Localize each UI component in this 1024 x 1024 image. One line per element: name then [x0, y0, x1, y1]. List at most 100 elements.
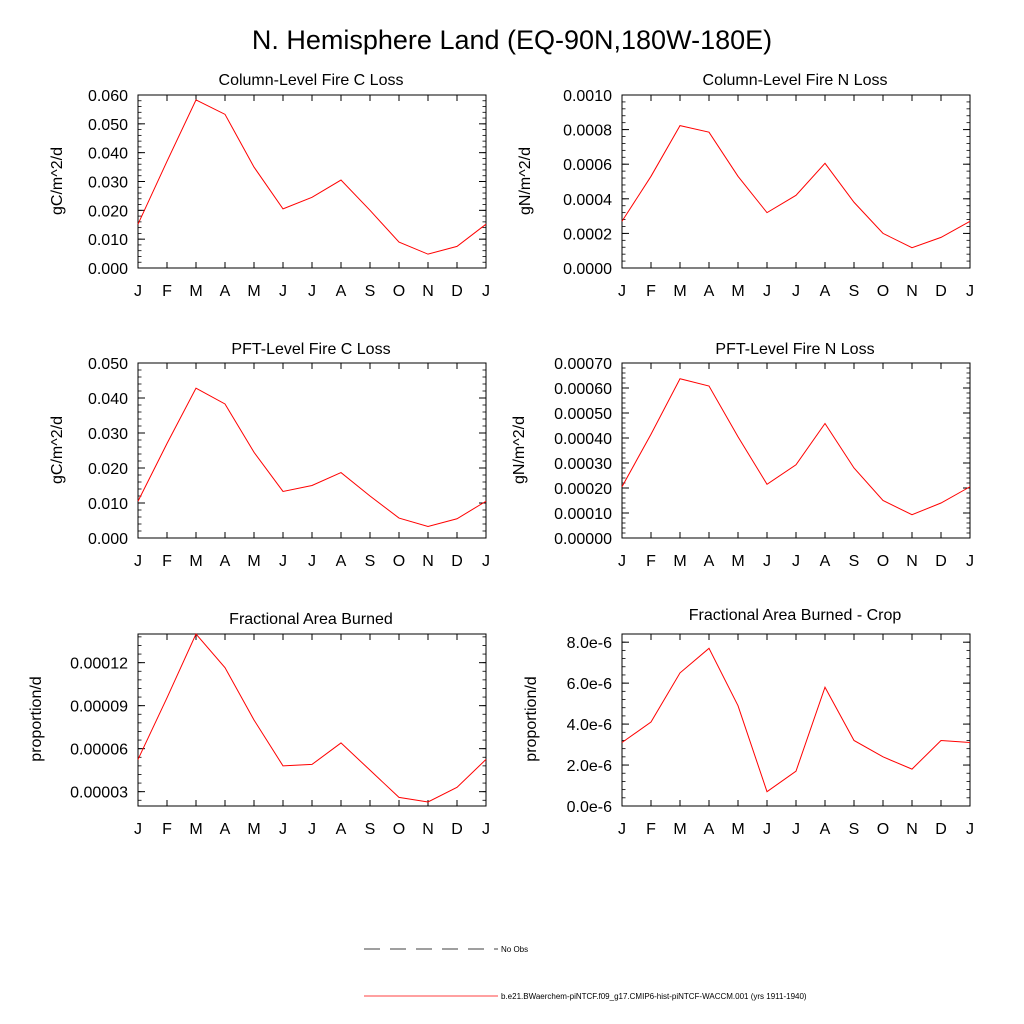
x-tick-label: D: [451, 283, 463, 300]
x-tick-label: S: [365, 553, 376, 570]
x-tick-label: A: [336, 553, 347, 570]
y-tick-label: 0.0002: [563, 226, 612, 243]
series-line: [137, 633, 487, 803]
x-tick-label: N: [906, 283, 918, 300]
x-tick-label: A: [220, 553, 231, 570]
y-tick-label: 0.00010: [554, 506, 612, 523]
plot-frame: [621, 94, 971, 269]
x-tick-label: J: [763, 283, 771, 300]
y-tick-label: 0.030: [88, 175, 128, 192]
x-tick-label: N: [906, 821, 918, 838]
x-tick-label: S: [365, 821, 376, 838]
x-tick-label: J: [308, 553, 316, 570]
x-tick-label: J: [279, 553, 287, 570]
legend: No Obs b.e21.BWaerchem-piNTCF.f09_g17.CM…: [364, 945, 807, 1001]
y-axis-label: proportion/d: [523, 676, 540, 761]
x-tick-label: S: [849, 821, 860, 838]
x-tick-label: S: [365, 283, 376, 300]
plot-frame: [137, 633, 487, 807]
x-tick-label: J: [279, 283, 287, 300]
x-tick-label: M: [731, 821, 744, 838]
y-tick-label: 0.020: [88, 203, 128, 220]
y-tick-label: 0.00070: [554, 356, 612, 373]
y-tick-label: 0.00003: [70, 785, 128, 802]
x-tick-label: J: [134, 821, 142, 838]
y-tick-label: 0.040: [88, 146, 128, 163]
plot-area: J F M A M J J A S O N D J0.000000.000100.000200.0003…: [554, 356, 974, 570]
y-tick-label: 6.0e-6: [567, 676, 612, 693]
y-tick-label: 0.00020: [554, 481, 612, 498]
x-tick-label: F: [646, 553, 656, 570]
x-tick-label: A: [820, 553, 831, 570]
panel-title: Column-Level Fire C Loss: [219, 72, 404, 89]
x-tick-label: F: [646, 283, 656, 300]
x-tick-label: A: [820, 283, 831, 300]
x-tick-label: A: [704, 821, 715, 838]
x-tick-label: M: [673, 553, 686, 570]
x-tick-label: A: [704, 283, 715, 300]
x-tick-label: J: [134, 553, 142, 570]
x-tick-label: N: [422, 821, 434, 838]
y-tick-label: 0.000: [88, 261, 128, 278]
x-tick-label: J: [792, 553, 800, 570]
x-tick-label: M: [731, 283, 744, 300]
x-tick-label: J: [763, 553, 771, 570]
x-tick-label: N: [422, 283, 434, 300]
x-tick-label: M: [731, 553, 744, 570]
series-line: [621, 647, 971, 793]
x-tick-label: A: [336, 821, 347, 838]
x-tick-label: J: [966, 553, 974, 570]
series-line: [137, 99, 487, 255]
y-tick-label: 0.00030: [554, 456, 612, 473]
y-axis-label: gN/m^2/d: [511, 416, 528, 484]
x-tick-label: J: [618, 553, 626, 570]
x-tick-label: D: [451, 553, 463, 570]
plot-area: J F M A M J J A S O N D J0.0e-62.0e-64.0e-66.0e-68.0…: [567, 633, 974, 838]
y-tick-label: 8.0e-6: [567, 635, 612, 652]
y-axis-label: gC/m^2/d: [49, 416, 66, 484]
y-tick-label: 0.050: [88, 117, 128, 134]
panel-fractional-area-burned-crop: Fractional Area Burned - Crop proportion/…: [523, 607, 974, 838]
x-tick-label: O: [393, 283, 405, 300]
plot-area: J F M A M J J A S O N D J0.0000.0100.0200.0300.0400.…: [88, 88, 490, 300]
x-tick-label: J: [308, 283, 316, 300]
x-tick-label: O: [393, 821, 405, 838]
plot-area: J F M A M J J A S O N D J0.000030.000060.000090.0001…: [70, 633, 490, 838]
x-tick-label: J: [482, 553, 490, 570]
series-line: [621, 378, 971, 516]
y-tick-label: 0.0006: [563, 157, 612, 174]
y-tick-label: 0.00040: [554, 431, 612, 448]
x-tick-label: J: [966, 821, 974, 838]
y-tick-label: 0.050: [88, 356, 128, 373]
x-tick-label: J: [482, 283, 490, 300]
x-tick-label: S: [849, 283, 860, 300]
x-tick-label: M: [189, 553, 202, 570]
x-tick-label: N: [422, 553, 434, 570]
x-tick-label: M: [189, 283, 202, 300]
legend-label-no-obs: No Obs: [501, 945, 528, 954]
x-tick-label: A: [336, 283, 347, 300]
panel-title: PFT-Level Fire C Loss: [231, 341, 390, 358]
y-tick-label: 0.00009: [70, 699, 128, 716]
y-tick-label: 0.000: [88, 531, 128, 548]
x-tick-label: J: [792, 821, 800, 838]
y-tick-label: 0.00060: [554, 381, 612, 398]
y-axis-label: gC/m^2/d: [49, 147, 66, 215]
plot-frame: [137, 94, 487, 269]
plot-area: J F M A M J J A S O N D J0.00000.00020.00040.00060.0…: [563, 88, 974, 300]
x-tick-label: F: [162, 821, 172, 838]
y-tick-label: 4.0e-6: [567, 717, 612, 734]
y-tick-label: 0.0e-6: [567, 799, 612, 816]
y-tick-label: 2.0e-6: [567, 758, 612, 775]
panel-title: Fractional Area Burned - Crop: [689, 607, 902, 624]
y-tick-label: 0.00050: [554, 406, 612, 423]
y-tick-label: 0.010: [88, 496, 128, 513]
x-tick-label: M: [189, 821, 202, 838]
y-tick-label: 0.00012: [70, 656, 128, 673]
y-axis-label: gN/m^2/d: [517, 147, 534, 215]
y-tick-label: 0.0000: [563, 261, 612, 278]
